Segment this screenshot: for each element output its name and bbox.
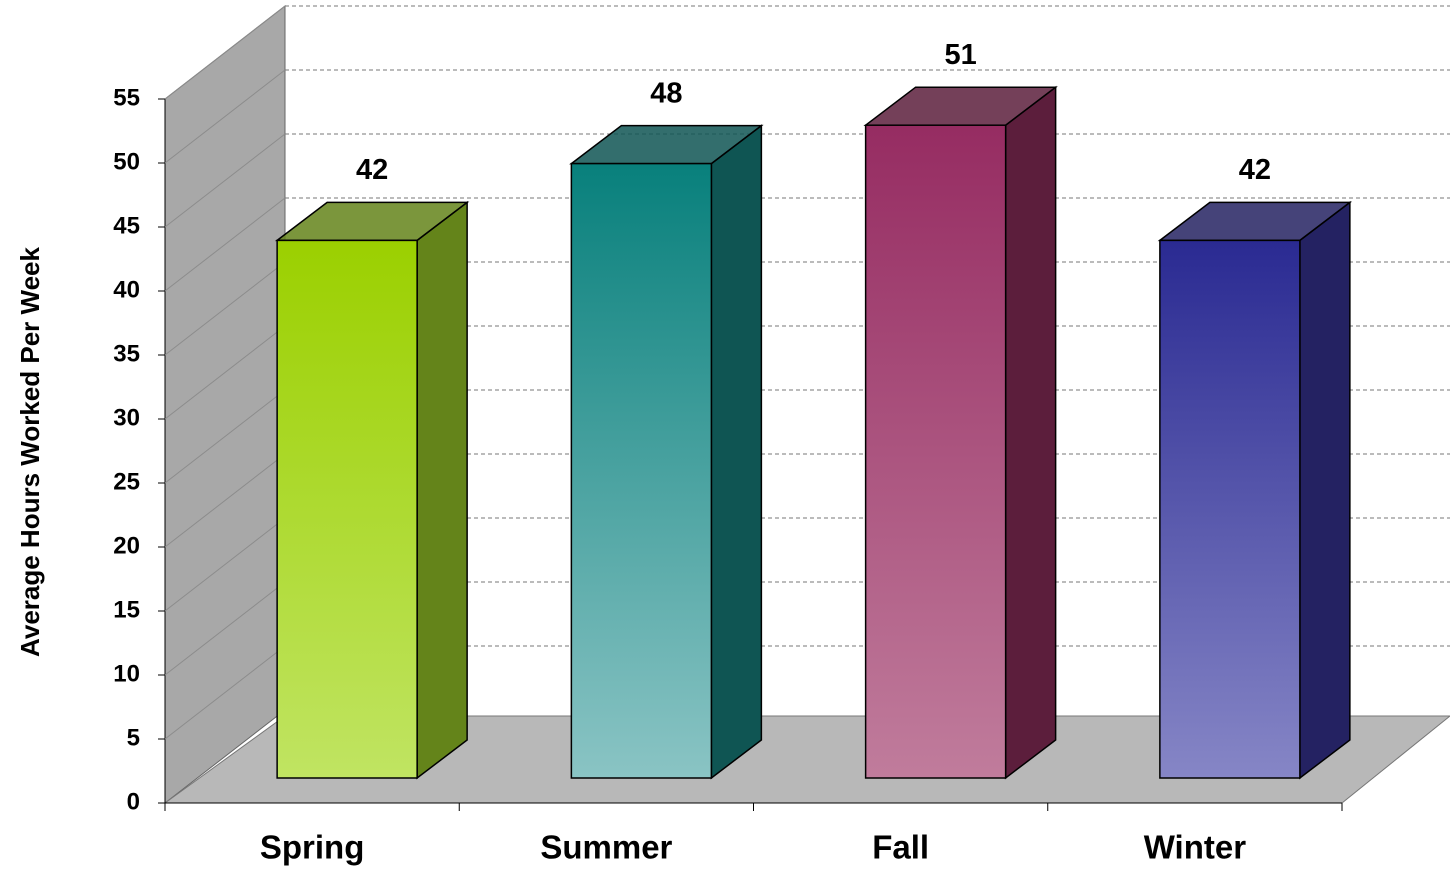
value-label: 51	[944, 39, 976, 71]
bar-side	[710, 124, 763, 780]
value-label: 42	[1239, 154, 1271, 186]
side-grid-line	[164, 325, 286, 420]
value-label: 42	[356, 154, 388, 186]
side-grid-line	[164, 517, 286, 612]
bar	[1159, 239, 1301, 779]
side-grid-line	[164, 5, 286, 100]
bars	[274, 85, 1353, 780]
value-label: 48	[650, 77, 682, 109]
side-grid-line	[164, 389, 286, 484]
bar-side	[1299, 200, 1351, 780]
x-tick-label: Winter	[1144, 829, 1247, 866]
bar-side	[416, 200, 468, 780]
side-grid-line	[164, 581, 286, 676]
side-grid-line	[164, 645, 286, 740]
y-tick-label: 45	[113, 212, 140, 239]
y-tick-label: 55	[113, 84, 140, 111]
y-tick-label: 30	[113, 404, 140, 431]
side-grid-line	[164, 69, 286, 164]
bar	[864, 124, 1007, 779]
side-grid-line	[164, 133, 286, 228]
bar	[276, 239, 418, 779]
y-tick-label: 20	[113, 532, 140, 559]
x-tick-label: Summer	[540, 829, 672, 866]
x-tick-label: Spring	[260, 829, 365, 866]
y-tick-label: 50	[113, 148, 140, 175]
side-grid-line	[164, 453, 286, 548]
y-tick-label: 5	[127, 724, 140, 751]
y-tick-label: 10	[113, 660, 140, 687]
side-grid-line	[164, 197, 286, 292]
y-tick-label: 40	[113, 276, 140, 303]
y-tick-label: 35	[113, 340, 140, 367]
x-tick-label: Fall	[872, 829, 929, 866]
side-grid-line	[164, 261, 286, 356]
y-axis-title: Average Hours Worked Per Week	[15, 247, 45, 657]
y-tick-label: 25	[113, 468, 140, 495]
y-tick-label: 15	[113, 596, 140, 623]
bar	[570, 162, 713, 779]
y-tick-label: 0	[127, 788, 140, 815]
bar-side	[1004, 85, 1057, 780]
